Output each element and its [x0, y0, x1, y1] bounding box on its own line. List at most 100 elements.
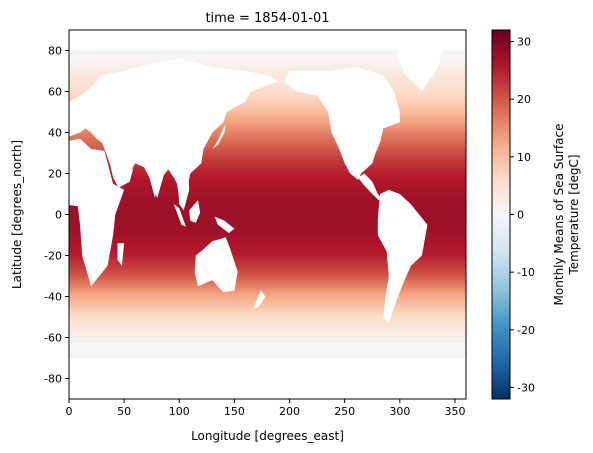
heatmap-row: [69, 189, 466, 193]
heatmap-row: [69, 109, 466, 113]
heatmap-row: [69, 235, 466, 238]
land-japan: [212, 124, 226, 149]
y-tick-label: -40: [44, 291, 62, 304]
heatmap-row: [69, 269, 466, 273]
heatmap-row: [69, 349, 466, 353]
heatmap-row: [69, 196, 466, 199]
heatmap-row: [69, 306, 466, 310]
x-tick-label: 0: [66, 405, 73, 418]
heatmap-row: [69, 319, 466, 322]
x-tick-label: 50: [117, 405, 131, 418]
heatmap-row: [69, 271, 466, 275]
x-axis: 0 50 100 150 200 250 300 350: [66, 399, 465, 418]
heatmap-row: [69, 103, 466, 107]
heatmap-row: [69, 128, 466, 131]
heatmap-row: [69, 95, 466, 99]
heatmap-row: [69, 317, 466, 320]
land-british-isles: [69, 97, 72, 111]
heatmap-row: [69, 118, 466, 121]
heatmap-row: [69, 296, 466, 299]
heatmap-row: [69, 58, 466, 62]
heatmap-row: [69, 337, 466, 340]
heatmap-row: [69, 105, 466, 109]
heatmap-row: [69, 163, 466, 166]
heatmap-row: [69, 200, 466, 203]
heatmap-row: [69, 91, 466, 94]
land-new-zealand: [253, 290, 266, 309]
heatmap-row: [69, 261, 466, 265]
land-mask: [69, 44, 466, 399]
y-tick-label: 80: [48, 45, 62, 58]
heatmap-row: [69, 194, 466, 197]
colorbar-tick-label: -10: [517, 266, 535, 279]
heatmap-row: [69, 343, 466, 347]
heatmap-row: [69, 85, 466, 88]
heatmap-row: [69, 206, 466, 209]
heatmap-row: [69, 150, 466, 154]
heatmap-row: [69, 62, 466, 66]
heatmap-row: [69, 247, 466, 250]
x-axis-label: Longitude [degrees_east]: [191, 429, 344, 443]
y-axis-label: Latitude [degrees_north]: [10, 140, 24, 289]
land-central-america: [357, 173, 382, 201]
heatmap-row: [69, 52, 466, 55]
colorbar-tick-label: 30: [517, 36, 531, 49]
heatmap-row: [69, 230, 466, 234]
land-southeast-asia: [177, 169, 190, 211]
heatmap-row: [69, 259, 466, 263]
y-tick-label: 20: [48, 168, 62, 181]
heatmap-row: [69, 216, 466, 219]
heatmap-row: [69, 222, 466, 226]
heatmap-row: [69, 60, 466, 64]
heatmap-row: [69, 241, 466, 244]
colorbar: -30 -20 -10 0 10 20 30 Monthly Means of Sea Su…: [491, 29, 581, 400]
heatmap-row: [69, 273, 466, 277]
land-sumatra: [173, 204, 186, 227]
heatmap-row: [69, 87, 466, 90]
heatmap-row: [69, 278, 466, 281]
heatmap-row: [69, 253, 466, 256]
x-tick-label: 200: [279, 405, 300, 418]
heatmap-row: [69, 116, 466, 119]
heatmap-row: [69, 171, 466, 174]
heatmap-row: [69, 153, 466, 156]
y-tick-label: 0: [55, 209, 62, 222]
colorbar-ticks: -30 -20 -10 0 10 20 30: [510, 36, 535, 394]
heatmap-row: [69, 267, 466, 271]
land-north-america: [284, 66, 400, 180]
heatmap-row: [69, 114, 466, 117]
heatmap-row: [69, 89, 466, 92]
land-borneo: [189, 200, 201, 223]
colorbar-label-line-1: Monthly Means of Sea Surface: [552, 124, 566, 306]
heatmap-row: [69, 232, 466, 236]
heatmap-row: [69, 183, 466, 187]
heatmap-row: [69, 179, 466, 183]
land-madagascar: [117, 243, 125, 266]
heatmap-row: [69, 312, 466, 316]
land-greenland: [397, 44, 444, 92]
heatmap-row: [69, 142, 466, 146]
heatmap-row: [69, 97, 466, 101]
colorbar-bar: [491, 29, 511, 400]
heatmap-row: [69, 148, 466, 152]
heatmap-row: [69, 73, 466, 76]
heatmap-row: [69, 165, 466, 168]
heatmap-row: [69, 144, 466, 148]
heatmap-row: [69, 292, 466, 295]
colorbar-tick-label: 0: [517, 209, 524, 222]
heatmap-row: [69, 243, 466, 246]
land-india: [144, 165, 166, 199]
heatmap-row: [69, 323, 466, 326]
heatmap-row: [69, 331, 466, 334]
heatmap-row: [69, 257, 466, 260]
heatmap-row: [69, 173, 466, 176]
heatmap-row: [69, 294, 466, 297]
heatmap-row: [69, 308, 466, 312]
heatmap-row: [69, 157, 466, 160]
x-tick-label: 250: [334, 405, 355, 418]
land-antarctica: [69, 358, 466, 399]
heatmap-row: [69, 112, 466, 115]
heatmap-row: [69, 351, 466, 355]
land-africa: [69, 138, 125, 287]
heatmap-row: [69, 251, 466, 254]
